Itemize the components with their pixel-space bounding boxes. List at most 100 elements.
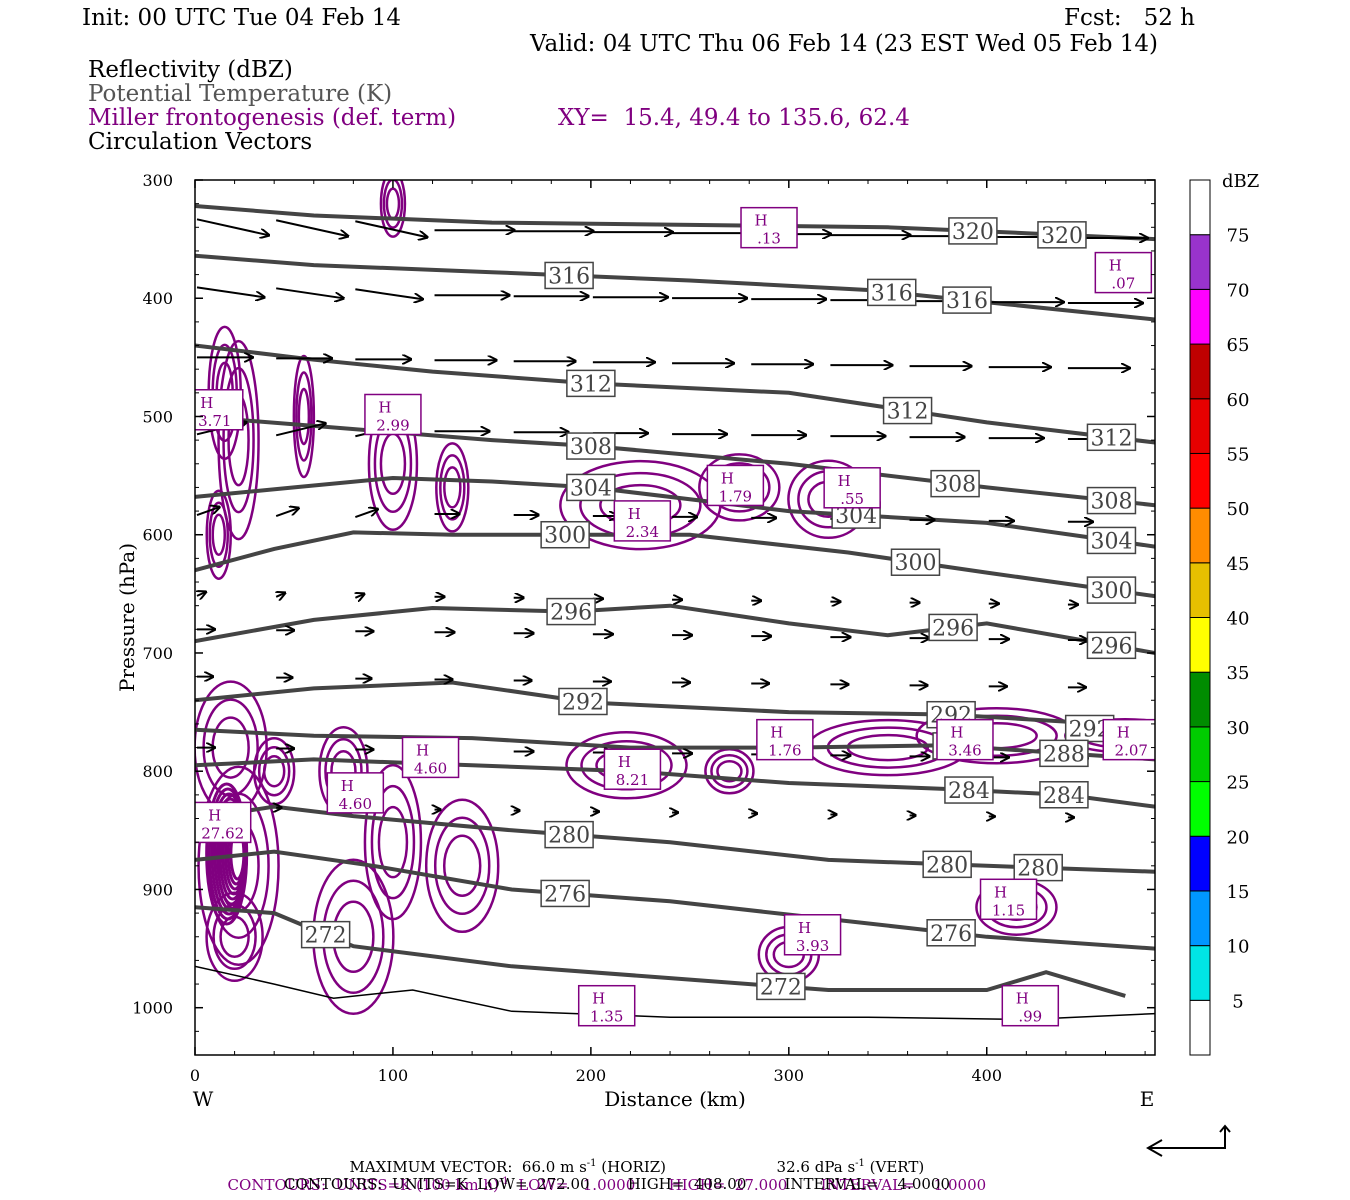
frontogenesis-max-box <box>364 393 422 436</box>
isentrope-label: 312 <box>887 400 929 425</box>
isentrope-label: 272 <box>760 975 802 1000</box>
frontogenesis-contour <box>377 805 409 879</box>
contour-units-fg-exp: -1 <box>498 1176 509 1187</box>
frontogenesis-max-value: 1.76 <box>768 742 801 760</box>
frontogenesis-max-value: 2.34 <box>626 523 659 541</box>
frontogenesis-contour <box>292 354 316 479</box>
y-tick-label: 500 <box>142 407 173 426</box>
frontogenesis-contour <box>435 442 470 533</box>
isentrope-304 <box>195 475 1155 549</box>
frontogenesis-max-value: 3.93 <box>796 937 829 955</box>
vector-key-arrowhead-up <box>1219 1124 1231 1133</box>
isentrope-label-box <box>890 548 941 576</box>
isentrope-label-box <box>1037 221 1087 249</box>
isentrope-label: 280 <box>1017 857 1059 882</box>
circulation-vector <box>355 288 423 299</box>
isentrope-label: 272 <box>305 924 347 949</box>
isentrope-label: 320 <box>1041 224 1083 249</box>
colorbar-cell <box>1189 781 1211 837</box>
circulation-vector <box>196 218 269 235</box>
isentrope-label: 300 <box>544 524 586 549</box>
colorbar-cell <box>1189 398 1211 454</box>
circulation-vector <box>276 287 344 298</box>
footer-contours-frontogenesis: CONTOURS: UNITS=K (100 km h)-1 LOW= 1.00… <box>218 1158 987 1194</box>
isentrope-label: 316 <box>548 264 590 289</box>
surface-pressure-line <box>195 965 1155 1021</box>
y-tick-label: 700 <box>142 644 173 663</box>
colorbar-cell <box>1189 343 1211 400</box>
frontogenesis-max-value: 8.21 <box>616 771 649 789</box>
contour-units-fg: CONTOURS: UNITS=K (100 km h) <box>227 1176 499 1194</box>
frontogenesis-max-H: H <box>208 806 221 824</box>
isentrope-label: 304 <box>1090 529 1132 554</box>
footer-max-vector: MAXIMUM VECTOR: 66.0 m s-1 (HORIZ) <box>340 1140 666 1175</box>
isentrope-label-box <box>942 286 992 314</box>
cross-section-xy: XY= 15.4, 49.4 to 135.6, 62.4 <box>558 105 910 131</box>
max-vector-horiz-unit: -1 <box>586 1158 597 1169</box>
legend-theta: Potential Temperature (K) <box>88 81 393 107</box>
frontogenesis-max-value: 1.79 <box>719 487 752 505</box>
colorbar-cell <box>1189 671 1211 728</box>
isentrope-300 <box>195 530 1155 599</box>
y-tick-label: 400 <box>142 289 173 308</box>
isentrope-label-box <box>1086 631 1137 660</box>
colorbar-tick-label: 55 <box>1227 444 1250 465</box>
isentrope-308 <box>195 414 1155 508</box>
plot-frame <box>194 179 1156 1056</box>
frontogenesis-max-H: H <box>721 469 734 487</box>
frontogenesis-max-box <box>603 748 662 790</box>
frontogenesis-contour <box>382 180 404 229</box>
frontogenesis-max-H: H <box>378 398 391 416</box>
frontogenesis-max-box <box>756 718 814 761</box>
colorbar-cell <box>1189 234 1211 290</box>
legend-circulation: Circulation Vectors <box>88 129 313 155</box>
frontogenesis-max-box <box>1102 718 1155 761</box>
frontogenesis-max-H: H <box>994 883 1007 901</box>
isentrope-label-box <box>944 776 994 804</box>
isentrope-label: 296 <box>1090 634 1132 659</box>
frontogenesis-contour <box>424 798 500 934</box>
circulation-vector <box>275 508 299 517</box>
frontogenesis-contour <box>217 339 260 541</box>
forecast-hour: Fcst: 52 h <box>1064 5 1195 31</box>
frontogenesis-contour <box>379 180 407 238</box>
frontogenesis-contour <box>370 784 416 900</box>
footer-max-vector-vert: 32.6 dPa s-1 (VERT) <box>767 1140 925 1175</box>
frontogenesis-max-value: 2.99 <box>376 416 409 434</box>
circulation-vector <box>355 220 427 237</box>
y-tick-label: 300 <box>142 171 173 190</box>
frontogenesis-max-H: H <box>592 990 605 1008</box>
frontogenesis-contour <box>698 453 781 522</box>
isentrope-label-box <box>930 469 980 498</box>
colorbar-cell <box>1189 452 1211 509</box>
frontogenesis-max-H: H <box>1016 990 1029 1008</box>
isentrope-label-box <box>546 597 596 626</box>
x-axis-label: Distance (km) <box>604 1087 746 1111</box>
frontogenesis-max-H: H <box>838 472 851 490</box>
colorbar-cell <box>1189 617 1211 673</box>
frontogenesis-max-box <box>577 984 636 1027</box>
valid-time: Valid: 04 UTC Thu 06 Feb 14 (23 EST Wed … <box>530 31 1159 57</box>
frontogenesis-max-box <box>326 772 385 814</box>
frontogenesis-contour <box>257 745 291 797</box>
isentrope-label-box <box>544 261 594 290</box>
frontogenesis-contour <box>443 466 462 509</box>
frontogenesis-contour <box>716 759 743 783</box>
x-tick-label: 400 <box>971 1066 1002 1085</box>
isentrope-label-box <box>540 520 590 549</box>
frontogenesis-max-box <box>401 736 460 779</box>
colorbar-tick-label: 65 <box>1227 335 1250 356</box>
frontogenesis-max-box <box>706 464 765 507</box>
frontogenesis-max-H: H <box>618 753 631 771</box>
colorbar-tick-label: 75 <box>1227 226 1250 247</box>
isentrope-320 <box>195 204 1155 242</box>
colorbar-frame <box>1189 179 1211 1056</box>
frontogenesis-max-box <box>936 718 994 761</box>
colorbar-tick-label: 40 <box>1227 609 1250 630</box>
frontogenesis-max-value: 3.46 <box>948 742 981 760</box>
isentrope-label-box <box>1013 853 1063 882</box>
isentrope-label: 312 <box>570 372 612 397</box>
frontogenesis-max-box <box>613 500 672 542</box>
isentrope-label: 312 <box>1090 426 1132 451</box>
x-tick-label: 200 <box>576 1066 607 1085</box>
